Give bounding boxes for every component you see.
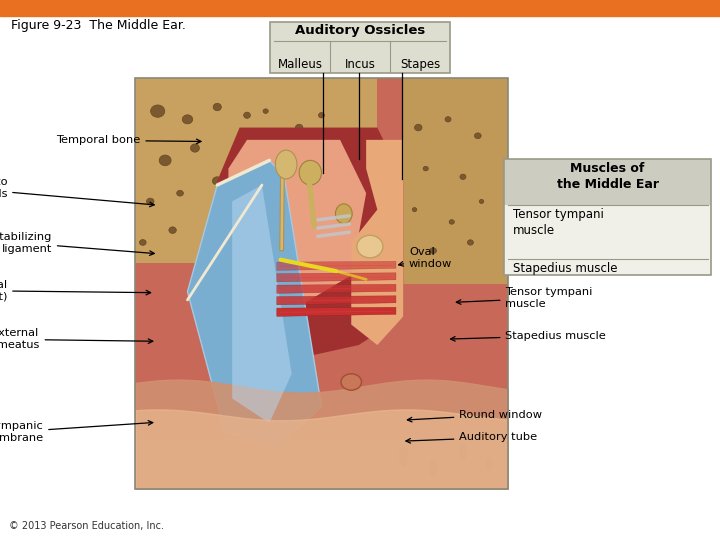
FancyBboxPatch shape <box>270 22 450 73</box>
Ellipse shape <box>140 240 146 245</box>
Bar <box>0 0 720 16</box>
Text: Round window: Round window <box>408 410 542 422</box>
Ellipse shape <box>413 207 417 212</box>
Ellipse shape <box>191 144 199 152</box>
Text: Auditory tube: Auditory tube <box>406 433 538 443</box>
Ellipse shape <box>460 174 466 179</box>
Ellipse shape <box>487 458 492 470</box>
Text: External
acoustic meatus: External acoustic meatus <box>0 328 153 350</box>
Text: Tensor tympani
muscle: Tensor tympani muscle <box>456 287 593 309</box>
Text: Stabilizing
ligament: Stabilizing ligament <box>0 232 154 255</box>
Ellipse shape <box>243 112 251 118</box>
Bar <box>504 159 711 275</box>
Ellipse shape <box>147 198 154 205</box>
Ellipse shape <box>460 444 466 459</box>
Text: Branch of facial
nerve VII (cut): Branch of facial nerve VII (cut) <box>0 280 150 301</box>
Text: Auditory Ossicles: Auditory Ossicles <box>295 24 425 37</box>
Text: Tensor tympani
muscle: Tensor tympani muscle <box>513 208 603 237</box>
Bar <box>135 440 508 489</box>
Ellipse shape <box>318 112 325 118</box>
Text: Oval
window: Oval window <box>399 247 452 269</box>
Bar <box>135 78 377 263</box>
Ellipse shape <box>449 220 454 224</box>
Polygon shape <box>217 127 403 357</box>
Bar <box>135 78 508 489</box>
Ellipse shape <box>295 124 303 131</box>
Text: Figure 9-23  The Middle Ear.: Figure 9-23 The Middle Ear. <box>11 19 186 32</box>
Ellipse shape <box>430 460 436 476</box>
Ellipse shape <box>263 109 269 113</box>
Polygon shape <box>280 177 284 251</box>
Ellipse shape <box>400 447 407 465</box>
Text: © 2013 Pearson Education, Inc.: © 2013 Pearson Education, Inc. <box>9 521 163 531</box>
Text: Stapes: Stapes <box>400 58 440 71</box>
FancyBboxPatch shape <box>504 159 711 205</box>
Bar <box>403 78 508 284</box>
Ellipse shape <box>150 105 165 117</box>
Ellipse shape <box>336 204 352 224</box>
Ellipse shape <box>213 103 221 111</box>
Text: Temporal bone: Temporal bone <box>56 136 201 145</box>
Text: Tympanic
membrane: Tympanic membrane <box>0 421 153 443</box>
Ellipse shape <box>423 166 428 171</box>
Ellipse shape <box>430 248 436 254</box>
Ellipse shape <box>467 240 473 245</box>
Ellipse shape <box>244 166 250 171</box>
Ellipse shape <box>341 374 361 390</box>
Ellipse shape <box>275 150 297 179</box>
Ellipse shape <box>176 190 184 196</box>
Text: Malleus: Malleus <box>277 58 323 71</box>
Polygon shape <box>276 261 396 271</box>
Polygon shape <box>187 160 321 448</box>
Polygon shape <box>232 185 292 423</box>
Polygon shape <box>276 296 396 305</box>
Ellipse shape <box>480 199 484 204</box>
Ellipse shape <box>415 124 422 131</box>
Ellipse shape <box>445 117 451 122</box>
Text: Connections to
mastoid air cells: Connections to mastoid air cells <box>0 177 154 207</box>
Ellipse shape <box>274 137 280 143</box>
Polygon shape <box>228 140 366 304</box>
FancyBboxPatch shape <box>504 205 711 275</box>
Ellipse shape <box>357 235 383 258</box>
Polygon shape <box>351 140 403 345</box>
Polygon shape <box>276 273 396 282</box>
Ellipse shape <box>212 177 222 185</box>
Polygon shape <box>276 307 396 316</box>
Text: Incus: Incus <box>345 58 375 71</box>
Text: Muscles of
the Middle Ear: Muscles of the Middle Ear <box>557 162 659 191</box>
Ellipse shape <box>299 160 321 185</box>
Ellipse shape <box>474 133 481 139</box>
Ellipse shape <box>159 155 171 166</box>
Ellipse shape <box>182 115 193 124</box>
Bar <box>135 78 508 489</box>
Text: Stapedius muscle: Stapedius muscle <box>513 262 617 275</box>
Ellipse shape <box>169 227 176 233</box>
Polygon shape <box>276 285 396 293</box>
Text: Stapedius muscle: Stapedius muscle <box>451 331 606 341</box>
